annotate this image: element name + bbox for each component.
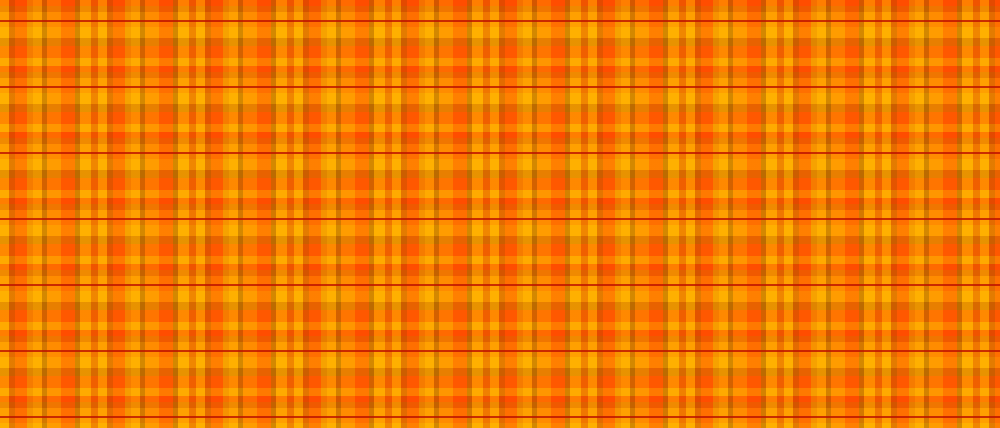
plaid-pattern-canvas bbox=[0, 0, 1000, 428]
plaid-texture bbox=[0, 0, 1000, 428]
